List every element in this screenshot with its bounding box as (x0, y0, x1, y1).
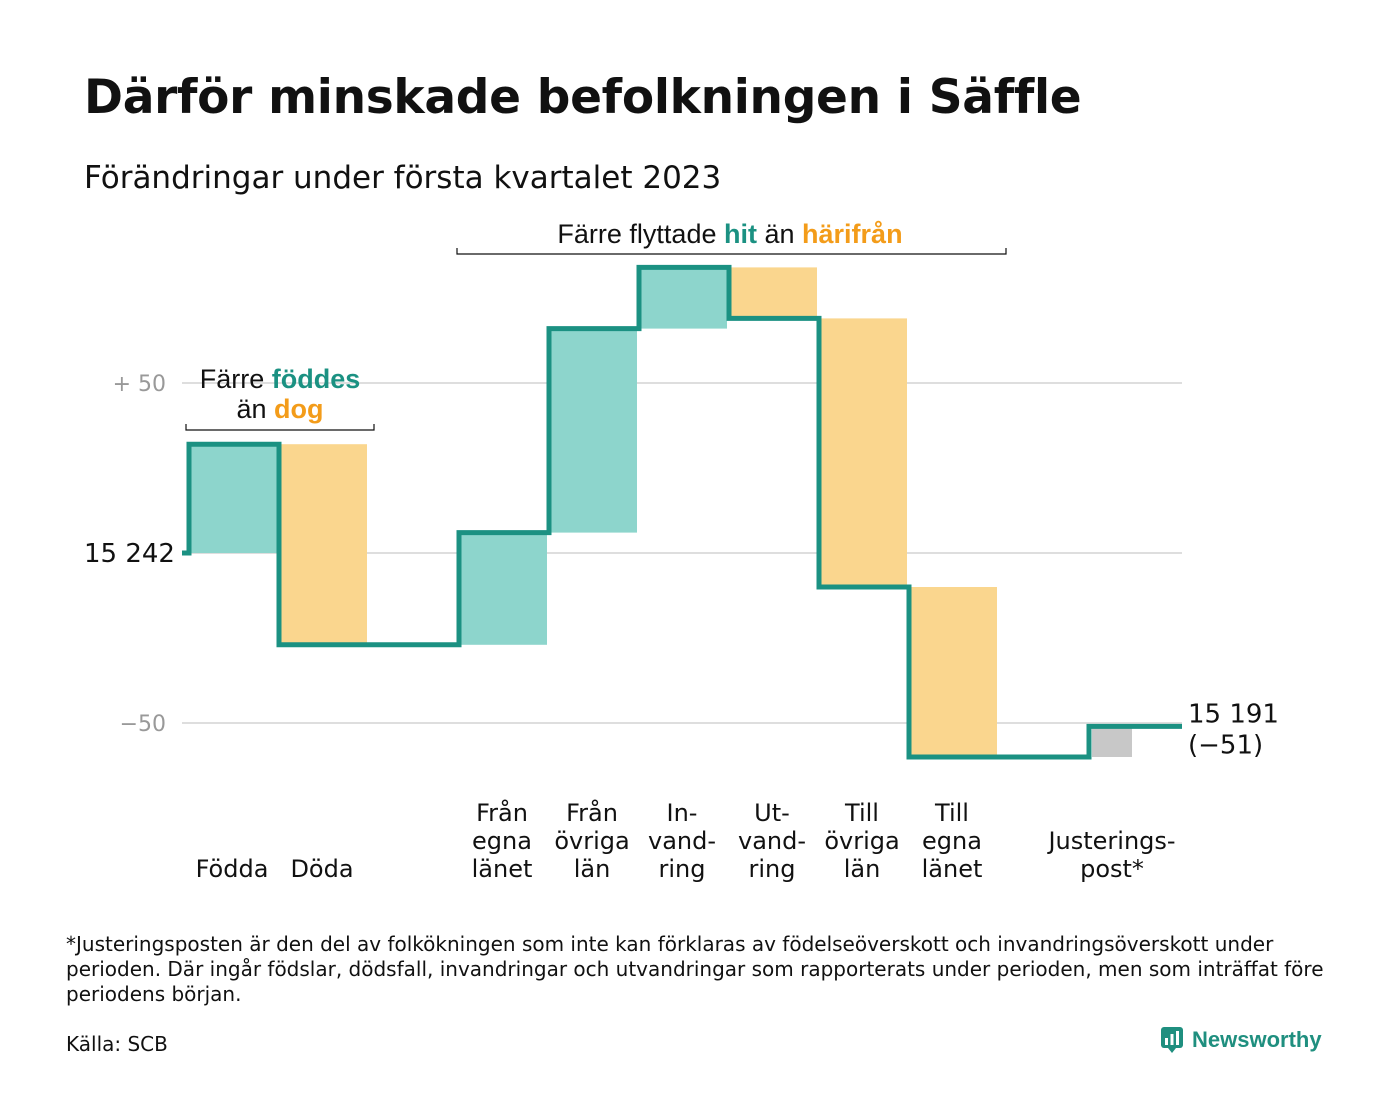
page-title: Därför minskade befolkningen i Säffle (84, 70, 1082, 125)
footnote: *Justeringsposten är den del av folkökni… (66, 932, 1324, 1006)
x-category-label: post* (1080, 855, 1144, 883)
annotation-bracket-births (185, 424, 375, 431)
end-value-label: 15 191 (1188, 699, 1279, 729)
x-category-label: vand- (738, 827, 806, 855)
x-category-label: ring (659, 855, 706, 883)
annotation-births-line2: än dog (236, 394, 323, 424)
bar-outflow (909, 587, 997, 757)
bar-inflow (639, 267, 727, 329)
newsworthy-logo-icon (1161, 1027, 1183, 1053)
annotation-births-line1: Färre föddes (200, 364, 361, 394)
x-category-label: Födda (196, 855, 269, 883)
x-category-label: egna (472, 827, 532, 855)
bar-inflow (549, 328, 637, 533)
x-category-label: Till (844, 799, 879, 827)
bar-inflow (189, 444, 277, 553)
x-category-label: In- (667, 799, 698, 827)
x-category-label: övriga (554, 827, 629, 855)
waterfall-step-line (182, 264, 1182, 760)
bar-adjustment (1092, 726, 1132, 757)
x-category-label: län (844, 855, 881, 883)
x-category-label: Från (566, 798, 618, 827)
y-tick-label: + 50 (113, 372, 166, 397)
x-category-label: ring (749, 855, 796, 883)
x-category-label: Döda (290, 855, 353, 883)
bar-outflow (729, 267, 817, 319)
x-category-label: län (574, 855, 611, 883)
x-category-label: länet (922, 855, 983, 883)
y-tick-label: −50 (120, 712, 166, 737)
annotation-bracket-migration (456, 248, 1007, 255)
x-category-label: Till (934, 799, 969, 827)
x-category-label: övriga (824, 827, 899, 855)
bar-outflow (819, 318, 907, 587)
x-category-label: Ut- (754, 799, 790, 827)
end-change-label: (−51) (1188, 730, 1263, 760)
x-category-label: Justerings- (1046, 827, 1175, 855)
bar-outflow (279, 444, 367, 645)
x-category-label: Från (476, 798, 528, 827)
x-category-label: länet (472, 855, 533, 883)
x-category-label: egna (922, 827, 982, 855)
brand-name: Newsworthy (1192, 1027, 1322, 1052)
bar-inflow (459, 532, 547, 645)
annotation-migration: Färre flyttade hit än härifrån (557, 219, 902, 249)
start-value-label: 15 242 (84, 539, 175, 569)
page-subtitle: Förändringar under första kvartalet 2023 (84, 160, 722, 196)
source-label: Källa: SCB (66, 1032, 168, 1056)
x-category-label: vand- (648, 827, 716, 855)
brand-logo: Newsworthy (1160, 1026, 1322, 1054)
